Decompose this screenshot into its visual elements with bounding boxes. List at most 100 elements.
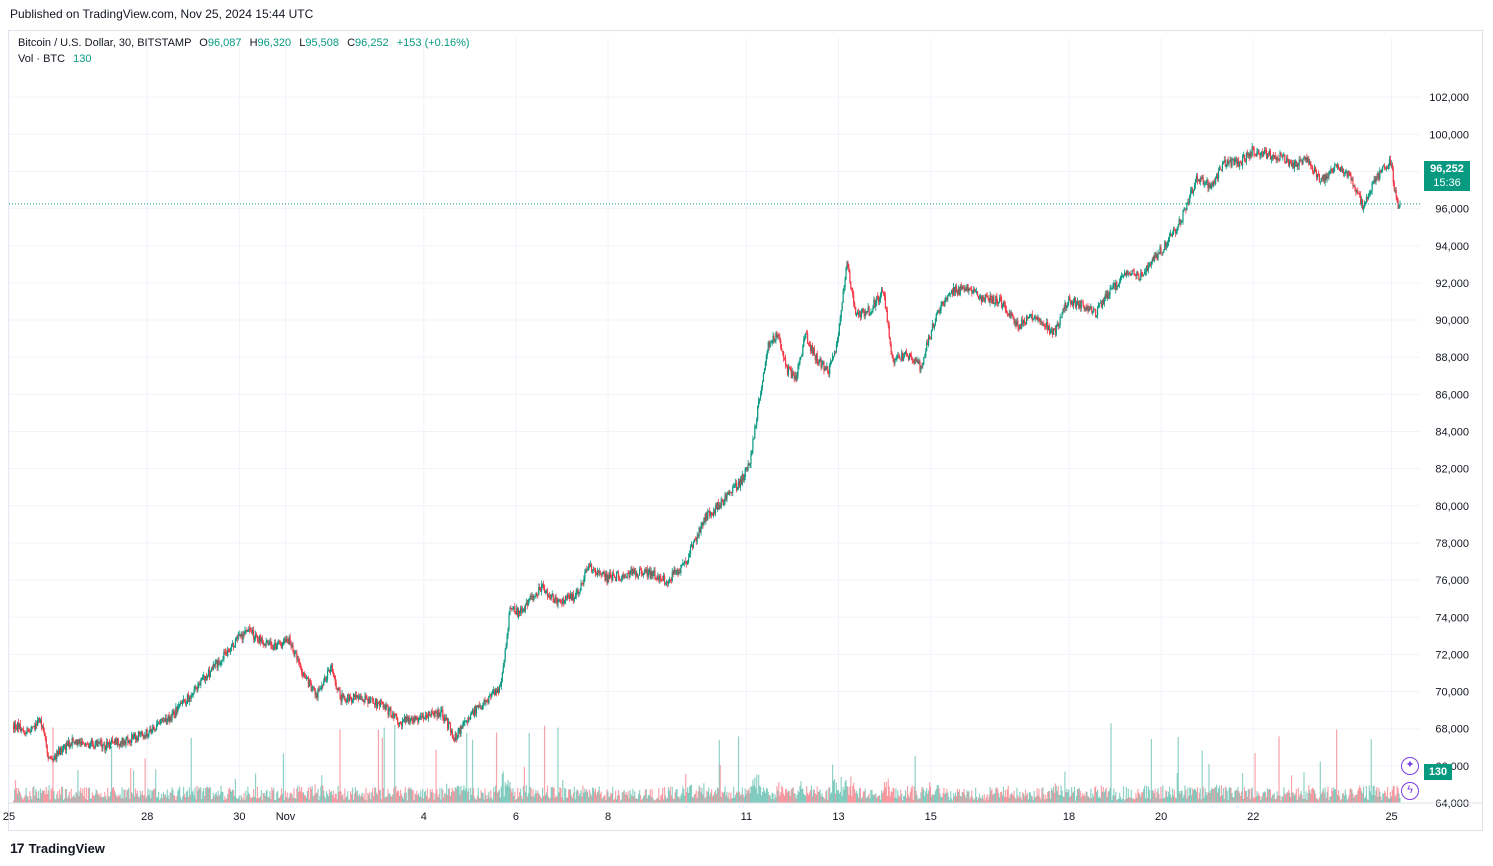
volume-bar [1356, 794, 1358, 803]
candle-body [600, 573, 602, 576]
candle-body [242, 634, 244, 640]
volume-bar [167, 795, 169, 803]
candle-body [470, 712, 473, 715]
candle-body [1068, 296, 1070, 303]
candle-body [1182, 210, 1184, 221]
candle-body [628, 573, 630, 578]
candle-body [558, 599, 560, 601]
volume-bar [737, 736, 740, 803]
candle-body [714, 506, 717, 514]
candle-body [90, 739, 92, 745]
candle-body [285, 638, 287, 643]
bar-countdown: 15:36 [1433, 177, 1461, 189]
candle-body [585, 569, 587, 573]
candle-body [229, 648, 232, 652]
volume-bar [1233, 797, 1235, 803]
candle-body [270, 641, 272, 646]
volume-bar [169, 792, 171, 803]
candle-body [143, 735, 145, 738]
candle-body [1055, 324, 1057, 335]
volume-bar [410, 787, 412, 803]
volume-bar [1297, 787, 1299, 803]
volume-bar [789, 796, 791, 803]
volume-bar [1151, 789, 1153, 803]
candle-body [850, 281, 852, 289]
candle-body [824, 367, 826, 371]
footer-brand[interactable]: 17 TradingView [10, 840, 105, 856]
volume-bar [910, 787, 912, 803]
candle-body [911, 358, 913, 361]
volume-bar [93, 796, 95, 803]
candle-body [200, 679, 202, 686]
lightning-icon[interactable]: ϟ [1401, 782, 1419, 800]
volume-bar [952, 800, 954, 803]
volume-bar [965, 798, 967, 803]
volume-bar [957, 791, 959, 803]
sparkle-icon[interactable]: ✦ [1401, 757, 1419, 775]
volume-bar [907, 794, 910, 803]
candle-body [1030, 314, 1032, 315]
volume-bar [1089, 798, 1091, 803]
candle-body [1144, 271, 1147, 273]
volume-bar [884, 787, 886, 803]
legend-symbol[interactable]: Bitcoin / U.S. Dollar, 30, BITSTAMP [18, 37, 192, 49]
volume-bar [1152, 790, 1154, 803]
volume-bar [466, 732, 468, 803]
volume-bar [904, 790, 907, 803]
candle-body [1056, 323, 1058, 325]
candle-body [532, 595, 534, 600]
volume-bar [680, 795, 682, 803]
volume-bar [1175, 798, 1177, 803]
volume-bar [430, 792, 432, 803]
candle-body [210, 668, 212, 672]
candle-body [801, 355, 803, 357]
volume-bar [734, 797, 736, 803]
volume-bar [666, 797, 669, 803]
candle-body [1150, 261, 1152, 265]
candle-body [1053, 328, 1055, 330]
candle-body [1019, 324, 1021, 329]
last-price-badge: 96,252 15:36 [1424, 161, 1470, 191]
candle-body [1054, 329, 1056, 335]
candle-body [552, 593, 554, 602]
volume-bar [84, 787, 86, 803]
candle-body [344, 696, 346, 701]
candle-body [649, 569, 651, 578]
candle-body [1144, 272, 1146, 275]
candle-body [307, 677, 309, 687]
volume-bar [293, 788, 295, 803]
volume-bar [702, 794, 704, 803]
candle-body [1266, 154, 1269, 159]
candle-body [1112, 285, 1114, 288]
candle-body [827, 366, 829, 374]
candle-body [1031, 314, 1033, 321]
candle-body [1005, 309, 1007, 313]
volume-bar [697, 791, 699, 803]
legend-volume-label[interactable]: Vol · BTC [18, 53, 66, 65]
volume-bar [477, 787, 479, 803]
volume-bar [301, 787, 303, 803]
candle-body [205, 676, 207, 681]
volume-bar [822, 796, 824, 803]
volume-bar [893, 788, 895, 803]
candle-body [637, 573, 639, 577]
candle-body [1116, 281, 1118, 287]
candle-body [355, 695, 357, 698]
candle-body [644, 570, 646, 572]
candle-body [122, 737, 124, 744]
volume-bar [654, 800, 656, 803]
candle-body [780, 340, 782, 348]
volume-bar [615, 790, 617, 803]
candle-body [325, 677, 327, 680]
volume-bar [844, 781, 846, 803]
candle-body [474, 706, 477, 714]
candle-body [1199, 177, 1201, 183]
volume-bar [374, 787, 377, 803]
candle-body [906, 354, 909, 356]
volume-bar [658, 788, 660, 803]
candle-body [1343, 173, 1345, 175]
volume-bar [764, 793, 766, 803]
volume-bar [1166, 791, 1168, 803]
candle-body [607, 574, 609, 583]
